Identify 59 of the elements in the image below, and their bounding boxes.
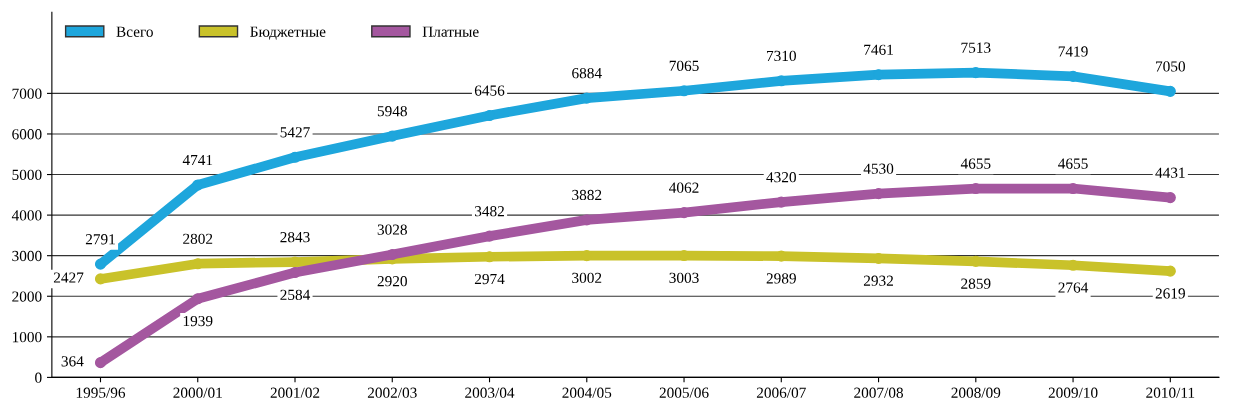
data-label: 2932 — [863, 275, 893, 286]
data-label: 2584 — [280, 289, 311, 300]
data-label: 2802 — [183, 233, 213, 244]
data-label: 3882 — [572, 189, 602, 201]
y-tick-label: 5000 — [12, 169, 42, 180]
x-tick-label: 2001/02 — [270, 387, 320, 398]
x-tick-label: 1995/96 — [76, 387, 126, 398]
data-label: 6884 — [572, 68, 602, 79]
y-tick-label: 0 — [35, 372, 42, 383]
data-label: 7065 — [669, 60, 699, 71]
data-label: 4530 — [863, 163, 894, 174]
data-label: 7513 — [961, 42, 991, 53]
data-label: 7419 — [1058, 46, 1088, 57]
data-label: 2619 — [1155, 288, 1185, 299]
data-label: 2427 — [53, 272, 84, 283]
data-label: 3003 — [669, 272, 699, 283]
x-tick-label: 2000/01 — [173, 387, 222, 398]
x-tick-label: 2006/07 — [756, 387, 806, 398]
data-label: 1939 — [183, 315, 213, 327]
y-tick-label: 3000 — [12, 250, 42, 262]
data-label: 2974 — [474, 273, 505, 285]
data-label: 4062 — [669, 182, 699, 193]
x-tick-label: 2010/11 — [1146, 387, 1195, 398]
data-label: 2859 — [961, 278, 991, 289]
y-tick-label: 6000 — [12, 129, 42, 140]
data-label: 3482 — [474, 206, 504, 217]
data-label: 5948 — [377, 105, 407, 117]
data-label: 4431 — [1155, 167, 1185, 178]
x-tick-label: 2007/08 — [854, 387, 903, 398]
y-tick-label: 7000 — [12, 88, 42, 99]
data-label: 2791 — [85, 234, 115, 245]
data-label: 4320 — [766, 172, 796, 183]
legend-label: Платные — [422, 26, 479, 37]
legend-label: Бюджетные — [250, 26, 326, 40]
data-label: 2989 — [766, 273, 796, 284]
data-label: 3028 — [377, 224, 407, 235]
data-label: 4655 — [960, 158, 991, 169]
data-label: 2843 — [280, 231, 310, 243]
x-tick-label: 2002/03 — [367, 387, 417, 398]
x-tick-label: 2003/04 — [465, 387, 515, 398]
data-label: 3002 — [572, 272, 602, 284]
legend-label: Всего — [116, 26, 153, 37]
data-label: 4741 — [182, 155, 213, 166]
y-tick-label: 4000 — [11, 210, 42, 221]
data-label: 6456 — [474, 85, 505, 96]
y-tick-label: 1000 — [12, 331, 42, 343]
data-label: 7310 — [767, 50, 796, 62]
data-label: 7461 — [864, 44, 893, 55]
data-label: 4655 — [1058, 158, 1088, 169]
data-label: 2764 — [1058, 282, 1089, 293]
x-tick-label: 2008/09 — [951, 387, 1001, 398]
data-label: 364 — [61, 356, 84, 367]
y-tick-label: 2000 — [12, 291, 42, 302]
data-label: 5427 — [280, 127, 310, 138]
data-label: 7050 — [1156, 61, 1186, 72]
x-tick-label: 2004/05 — [562, 387, 612, 398]
x-tick-label: 2009/10 — [1048, 387, 1098, 398]
x-tick-label: 2005/06 — [659, 387, 709, 398]
data-label: 2920 — [377, 276, 407, 287]
